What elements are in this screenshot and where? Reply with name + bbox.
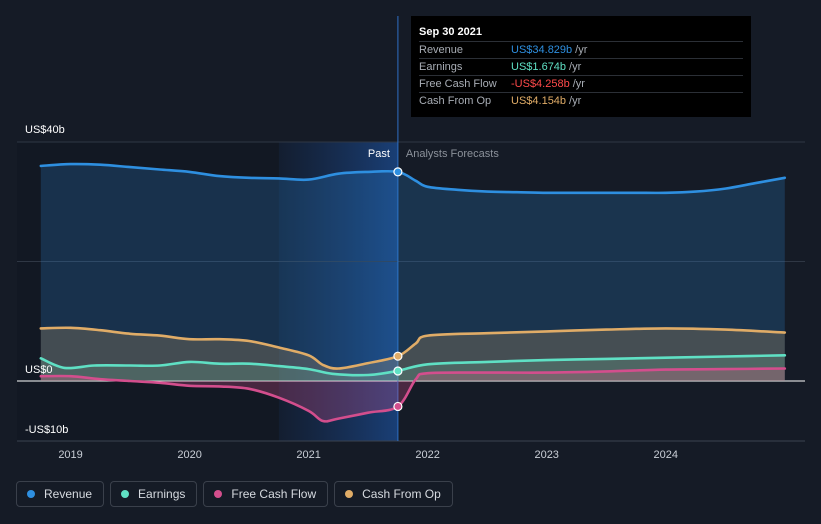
legend-dot-icon: [214, 490, 223, 498]
tooltip-unit: /yr: [572, 78, 585, 90]
line-revenue: [39, 162, 787, 195]
legend-item-cash-from-op[interactable]: Cash From Op: [334, 481, 453, 507]
point-revenue: [393, 167, 403, 177]
forecast-label: Analysts Forecasts: [406, 148, 499, 160]
legend: Revenue Earnings Free Cash Flow Cash Fro…: [16, 481, 459, 509]
legend-dot-icon: [345, 490, 354, 498]
past-label: Past: [368, 148, 390, 160]
tooltip-date: Sep 30 2021: [419, 26, 482, 38]
point-cash-from-op: [393, 351, 403, 361]
tooltip-label: Revenue: [419, 44, 464, 56]
x-tick-2022: 2022: [415, 449, 439, 461]
tooltip-label: Free Cash Flow: [419, 78, 497, 90]
legend-dot-icon: [121, 490, 130, 498]
area-free-cash-flow: [40, 368, 785, 422]
area-cash-from-op: [40, 327, 785, 381]
line-earnings: [39, 354, 787, 377]
point-free-cash-flow: [393, 401, 403, 412]
y-label-top: US$40b: [25, 124, 65, 136]
y-label-bottom: -US$10b: [25, 424, 68, 436]
tooltip-value: US$4.154b: [511, 95, 567, 107]
point-earnings: [393, 366, 403, 376]
x-tick-2024: 2024: [653, 449, 677, 461]
tooltip-row-earnings: Earnings US$1.674b /yr: [419, 58, 743, 75]
x-tick-2021: 2021: [296, 449, 320, 461]
tooltip-unit: /yr: [575, 44, 588, 56]
past-highlight-band: [278, 142, 398, 441]
legend-item-revenue[interactable]: Revenue: [16, 481, 105, 507]
tooltip-unit: /yr: [569, 61, 582, 73]
tooltip-row-free-cash-flow: Free Cash Flow -US$4.258b /yr: [419, 75, 743, 92]
legend-item-earnings[interactable]: Earnings: [110, 481, 198, 507]
tooltip-row-revenue: Revenue US$34.829b /yr: [419, 41, 743, 58]
tooltip-value: US$1.674b: [511, 61, 567, 73]
tooltip: Sep 30 2021 Revenue US$34.829b /yr Earni…: [411, 16, 751, 117]
legend-dot-icon: [27, 490, 35, 498]
legend-label: Cash From Op: [362, 487, 441, 501]
tooltip-row-cash-from-op: Cash From Op US$4.154b /yr: [419, 92, 743, 109]
line-free-cash-flow: [39, 367, 787, 423]
legend-label: Earnings: [138, 487, 186, 501]
x-tick-2023: 2023: [534, 449, 558, 461]
legend-label: Free Cash Flow: [231, 487, 317, 501]
tooltip-label: Cash From Op: [419, 95, 492, 107]
tooltip-value: -US$4.258b: [511, 78, 570, 90]
legend-item-free-cash-flow[interactable]: Free Cash Flow: [203, 481, 329, 507]
legend-label: Revenue: [44, 487, 93, 501]
area-revenue: [40, 164, 785, 381]
tooltip-label: Earnings: [419, 61, 463, 73]
tooltip-unit: /yr: [569, 95, 582, 107]
line-cash-from-op: [39, 326, 787, 370]
x-tick-2019: 2019: [58, 449, 82, 461]
y-label-zero: US$0: [25, 364, 53, 376]
tooltip-value: US$34.829b: [511, 44, 573, 56]
x-tick-2020: 2020: [177, 449, 201, 461]
